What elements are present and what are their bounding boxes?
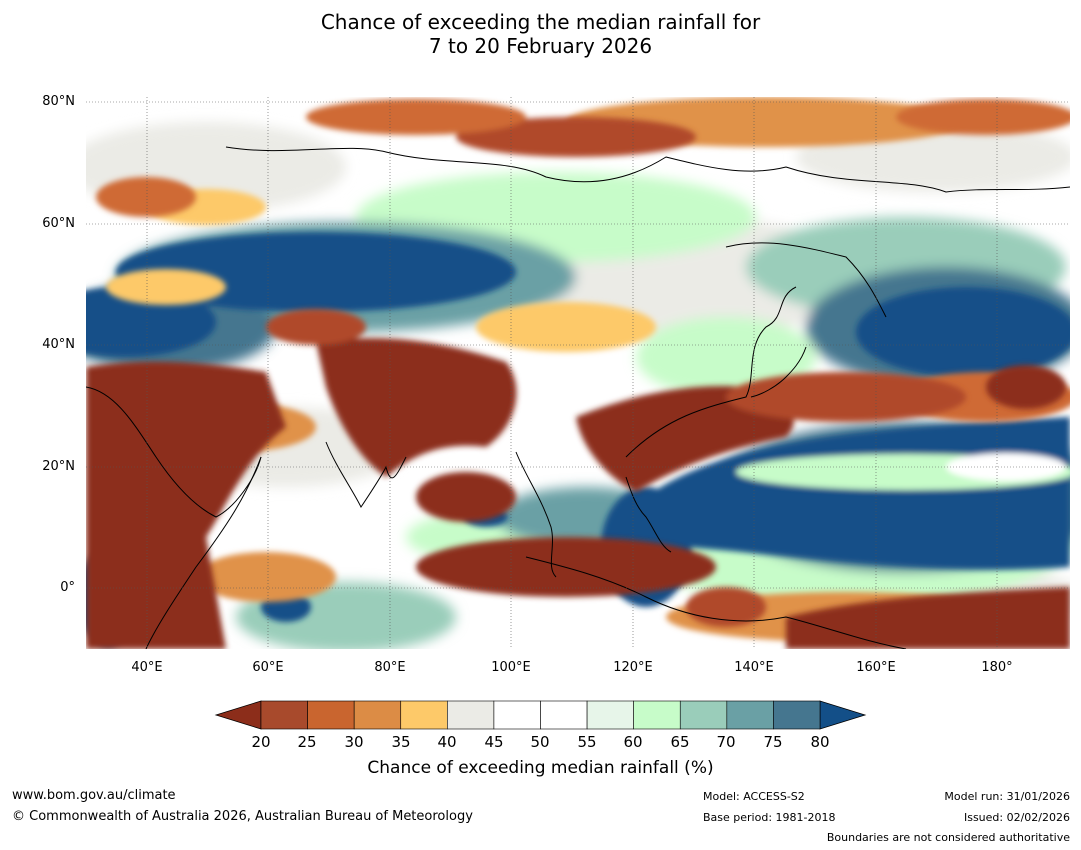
colorbar-tick: 65 bbox=[670, 733, 690, 751]
field-patch bbox=[946, 453, 1066, 481]
field-patch bbox=[106, 269, 226, 305]
colorbar-tick: 45 bbox=[484, 733, 504, 751]
field-patch bbox=[786, 587, 1070, 649]
graticule bbox=[86, 97, 1070, 649]
colorbar-cell bbox=[447, 700, 495, 730]
colorbar-label: Chance of exceeding median rainfall (%) bbox=[367, 758, 714, 778]
field-patch bbox=[86, 287, 216, 357]
lon-label-180: 180° bbox=[981, 660, 1013, 675]
colorbar-cell bbox=[586, 700, 634, 730]
model-run-date: Model run: 31/01/2026 bbox=[944, 790, 1070, 803]
field-patch bbox=[86, 361, 286, 649]
coastlines bbox=[86, 146, 1070, 649]
lon-label-160e: 160°E bbox=[856, 660, 896, 675]
base-period: Base period: 1981-2018 bbox=[703, 811, 836, 824]
colorbar-cell bbox=[773, 700, 821, 730]
map-svg bbox=[86, 97, 1070, 649]
field-patch bbox=[726, 372, 966, 422]
japan-coastline bbox=[750, 346, 807, 398]
colorbar-over-arrow bbox=[819, 700, 867, 730]
colorbar-under-arrow bbox=[214, 700, 262, 730]
field-patch bbox=[456, 117, 696, 157]
colorbar-tick: 55 bbox=[577, 733, 597, 751]
field-patch bbox=[266, 309, 366, 345]
field-patch bbox=[576, 386, 794, 492]
colorbar-cells bbox=[260, 700, 821, 730]
colorbar-tick: 50 bbox=[530, 733, 550, 751]
colorbar-cell bbox=[400, 700, 448, 730]
field-patch bbox=[316, 338, 517, 477]
bom-url: www.bom.gov.au/climate bbox=[12, 788, 176, 803]
field-patch bbox=[196, 552, 336, 602]
lat-label-40n: 40°N bbox=[42, 337, 75, 352]
lat-label-0: 0° bbox=[60, 580, 75, 595]
colorbar-cell bbox=[633, 700, 681, 730]
boundary-disclaimer: Boundaries are not considered authoritat… bbox=[826, 831, 1070, 844]
colorbar-cell bbox=[260, 700, 308, 730]
china-coastline bbox=[625, 286, 797, 458]
field-patch bbox=[856, 287, 1070, 377]
lon-label-40e: 40°E bbox=[131, 660, 163, 675]
colorbar-tick: 80 bbox=[810, 733, 830, 751]
lat-label-20n: 20°N bbox=[42, 459, 75, 474]
arabia-coastline bbox=[86, 386, 262, 518]
lon-label-120e: 120°E bbox=[613, 660, 653, 675]
colorbar-tick: 25 bbox=[297, 733, 317, 751]
field-patch bbox=[636, 317, 816, 397]
colorbar-tick: 35 bbox=[391, 733, 411, 751]
lat-label-80n: 80°N bbox=[42, 94, 75, 109]
colorbar-tick: 30 bbox=[344, 733, 364, 751]
map-title-line1: Chance of exceeding the median rainfall … bbox=[320, 10, 761, 34]
field-patch bbox=[306, 99, 526, 135]
field-patch bbox=[896, 99, 1070, 135]
colorbar-tick: 60 bbox=[623, 733, 643, 751]
field-patch bbox=[986, 365, 1066, 409]
lon-label-140e: 140°E bbox=[734, 660, 774, 675]
indonesia-coastline bbox=[525, 556, 907, 649]
africa-east-coastline bbox=[145, 456, 262, 649]
probability-fields bbox=[86, 97, 1070, 649]
field-patch bbox=[96, 177, 196, 217]
india-coastline bbox=[325, 441, 407, 508]
colorbar-cell bbox=[726, 700, 774, 730]
issued-date: Issued: 02/02/2026 bbox=[963, 811, 1070, 824]
philippines-coastline bbox=[625, 476, 672, 553]
map-title-line2: 7 to 20 February 2026 bbox=[428, 34, 653, 58]
lon-label-80e: 80°E bbox=[374, 660, 406, 675]
field-patch bbox=[476, 302, 656, 352]
lon-label-60e: 60°E bbox=[252, 660, 284, 675]
colorbar-tick: 40 bbox=[437, 733, 457, 751]
colorbar-cell bbox=[353, 700, 402, 730]
kamchatka-coastline bbox=[725, 242, 887, 318]
copyright: © Commonwealth of Australia 2026, Austra… bbox=[12, 809, 473, 824]
colorbar bbox=[214, 700, 867, 730]
colorbar-tick: 20 bbox=[251, 733, 271, 751]
colorbar-cell bbox=[307, 700, 355, 730]
lat-label-60n: 60°N bbox=[42, 216, 75, 231]
rainfall-probability-map bbox=[86, 97, 1070, 649]
colorbar-cell bbox=[493, 700, 541, 730]
colorbar-tick: 75 bbox=[763, 733, 783, 751]
lon-label-100e: 100°E bbox=[491, 660, 531, 675]
field-patch bbox=[416, 472, 516, 522]
colorbar-cell bbox=[679, 700, 728, 730]
model-name: Model: ACCESS-S2 bbox=[703, 790, 805, 803]
arctic-coastline bbox=[225, 146, 1070, 193]
colorbar-cell bbox=[540, 700, 588, 730]
colorbar-tick: 70 bbox=[716, 733, 736, 751]
